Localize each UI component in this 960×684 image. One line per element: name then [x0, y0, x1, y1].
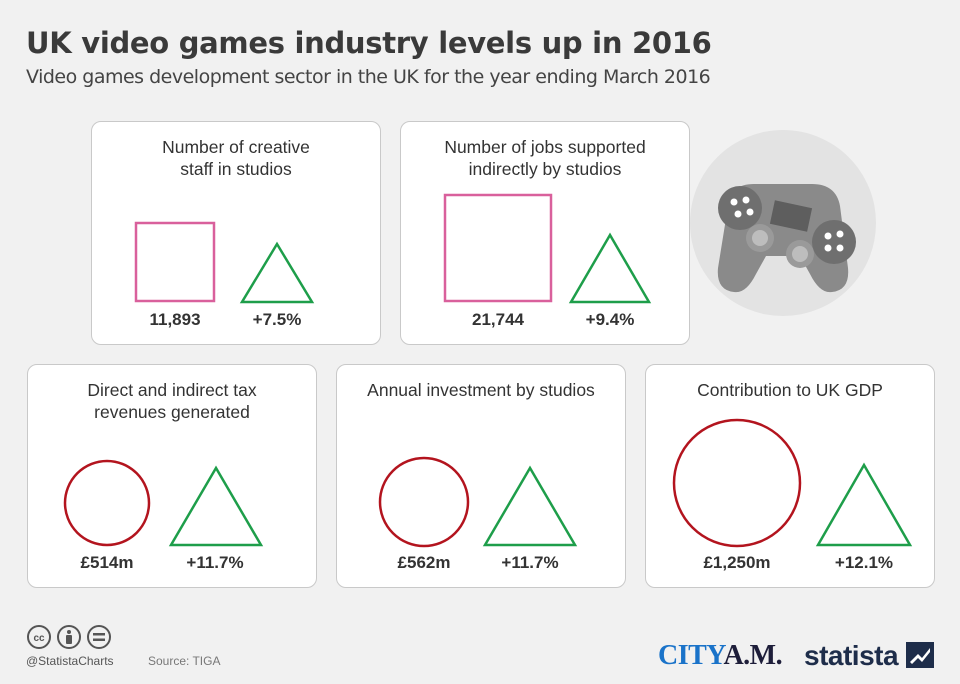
card-change: +11.7%: [501, 553, 559, 572]
game-controller-icon: [690, 130, 876, 316]
card-indirect-jobs: Number of jobs supported indirectly by s…: [400, 121, 690, 345]
page-subtitle: Video games development sector in the UK…: [26, 66, 711, 88]
value-square: [443, 193, 553, 303]
value-circle: [672, 418, 802, 548]
cityam-logo: CITYA.M.: [658, 640, 783, 672]
cityam-logo-city: CITY: [658, 640, 724, 671]
value-square: [134, 221, 216, 303]
change-triangle: [239, 241, 315, 304]
footer-source: Source: TIGA: [148, 654, 221, 668]
card-annual-investment: Annual investment by studios £562m +11.7…: [336, 364, 626, 588]
card-label: Number of creative staff in studios: [162, 137, 310, 179]
card-tax-revenues: Direct and indirect tax revenues generat…: [27, 364, 317, 588]
value-circle: [378, 456, 470, 548]
controller-illustration: [688, 128, 878, 318]
card-label: Number of jobs supported indirectly by s…: [444, 137, 646, 179]
nd-icon: [87, 625, 111, 649]
change-triangle: [482, 465, 578, 547]
card-value: £1,250m: [703, 553, 771, 572]
card-label: Annual investment by studios: [367, 380, 595, 400]
license-icon-group: cc: [27, 625, 111, 649]
footer-handle: @StatistaCharts: [26, 654, 114, 668]
card-change: +11.7%: [186, 553, 244, 572]
card-label: Direct and indirect tax revenues generat…: [87, 380, 257, 422]
by-icon: [57, 625, 81, 649]
svg-text:cc: cc: [33, 633, 45, 644]
card-change: +12.1%: [834, 553, 894, 572]
change-triangle: [815, 462, 913, 547]
cc-icon: cc: [27, 625, 51, 649]
card-value: 11,893: [149, 310, 201, 329]
card-label: Contribution to UK GDP: [697, 380, 883, 400]
card-value: £562m: [397, 553, 451, 572]
card-change: +9.4%: [585, 310, 635, 329]
value-circle: [63, 459, 151, 547]
page-title: UK video games industry levels up in 201…: [26, 26, 712, 60]
card-shapes: [672, 418, 913, 548]
change-triangle: [568, 232, 652, 304]
card-value: £514m: [80, 553, 134, 572]
card-shapes: [378, 456, 578, 548]
card-change: +7.5%: [252, 310, 302, 329]
license-icons: cc: [26, 624, 122, 657]
card-creative-staff: Number of creative staff in studios 11,8…: [91, 121, 381, 345]
cityam-logo-am: A.M.: [723, 640, 783, 671]
card-value: 21,744: [472, 310, 524, 329]
card-shapes: [443, 193, 652, 304]
statista-logo-icon: [906, 642, 934, 668]
statista-logo: statista: [804, 640, 899, 671]
card-gdp-contribution: Contribution to UK GDP £1,250m +12.1%: [645, 364, 935, 588]
card-shapes: [134, 221, 315, 304]
card-shapes: [63, 459, 264, 547]
change-triangle: [168, 465, 264, 547]
